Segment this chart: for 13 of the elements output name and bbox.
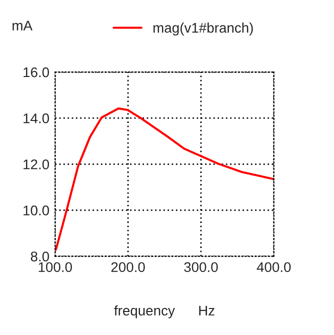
line-series [55,107,274,252]
y-axis-title: mA [12,20,32,30]
y-tick-label: 14.0 [24,113,50,124]
y-tick-label: 10.0 [24,206,50,216]
x-tick-label: 100.0 [38,262,72,272]
x-axis-title: frequency Hz [114,305,214,318]
y-tick-label: 8.0 [30,252,50,262]
x-tick-label: 200.0 [111,262,145,272]
y-tick-label: 16.0 [24,67,50,78]
x-tick-label: 400.0 [256,262,291,272]
legend-label: mag(v1#branch) [154,22,253,36]
y-tick-label: 12.0 [24,159,50,170]
x-tick-label: 300.0 [184,262,218,272]
